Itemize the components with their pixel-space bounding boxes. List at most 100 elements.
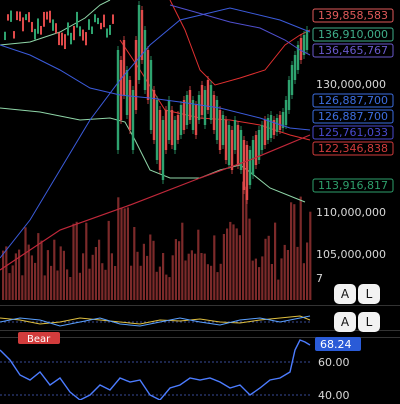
candle-body [248, 150, 252, 185]
candle-body [122, 40, 126, 95]
volume-bar [306, 242, 309, 300]
volume-bar [245, 186, 248, 300]
volume-bar [43, 275, 46, 300]
volume-bar [261, 256, 264, 300]
candle-body [164, 110, 168, 150]
candle-body [49, 10, 51, 23]
volume-bar [91, 254, 94, 300]
log-scale-button-pane2[interactable]: L [358, 284, 380, 304]
ma-mid-blue [0, 44, 311, 131]
auto-scale-button-pane3[interactable]: A [334, 312, 356, 332]
volume-bar [50, 265, 53, 300]
volume-bar [203, 253, 206, 300]
price-badge: 126,887,700 [312, 109, 394, 124]
price-badge-box [312, 109, 394, 124]
volume-bar [258, 267, 261, 300]
candle-body [125, 70, 129, 115]
price-badge: 122,346,838 [312, 141, 394, 156]
price-badge-box [312, 8, 394, 23]
candle-body [278, 115, 282, 130]
candle-body [296, 45, 300, 70]
rsi-badge: 68.24 [315, 337, 361, 351]
volume-bar [34, 262, 37, 300]
candle-body [293, 55, 297, 80]
volume-bar [190, 250, 193, 300]
candle-body [146, 50, 150, 100]
price-badge-value: 122,346,838 [318, 142, 388, 155]
volume-bar [254, 258, 257, 300]
candle-body [82, 29, 84, 41]
bear-tag-bg [18, 332, 60, 344]
candle-body [85, 32, 87, 46]
volume-bar [264, 238, 267, 300]
pane-divider [0, 330, 400, 331]
candle-body [73, 25, 75, 41]
price-badge-box [312, 93, 394, 108]
volume-bar [274, 222, 277, 300]
volume-bar [136, 251, 139, 300]
volume-bar [40, 240, 43, 300]
candle-body [137, 5, 141, 80]
volume-bar [56, 270, 59, 300]
volume-bar [2, 250, 5, 300]
volume-bar [18, 249, 21, 300]
candle-body [76, 11, 78, 28]
band-upper-right [169, 0, 311, 86]
candle-body [34, 28, 36, 40]
rsi-badge-value: 68.24 [320, 338, 352, 351]
rsi-line [0, 339, 311, 401]
candle-body [106, 28, 108, 38]
candle-body [260, 125, 264, 150]
auto-scale-button-pane2[interactable]: A [334, 284, 356, 304]
candle-body [116, 50, 120, 150]
volume-bar [194, 253, 197, 300]
candle-body [245, 145, 249, 200]
volume-bar [14, 253, 17, 300]
candle-body [52, 19, 54, 31]
candle-body [200, 85, 204, 115]
volume-bar [30, 255, 33, 300]
volume-bar [283, 244, 286, 300]
candle-body [13, 31, 15, 39]
bear-tag: Bear [18, 332, 60, 345]
volume-bar [210, 265, 213, 300]
volume-bar [267, 235, 270, 300]
volume-bar [133, 227, 136, 300]
price-badge-value: 125,761,033 [318, 126, 388, 139]
volume-bar [296, 246, 299, 300]
moving-averages [0, 4, 311, 271]
volume-bar [94, 247, 97, 300]
candle-body [28, 12, 30, 23]
volume-bar [299, 196, 302, 300]
volume-bar [126, 207, 129, 300]
price-badge-box [312, 43, 394, 58]
candle-body [143, 30, 147, 90]
volume-bar [5, 246, 8, 300]
candle-body [215, 100, 219, 140]
volume-bar [242, 181, 245, 300]
volume-bar [72, 223, 75, 300]
candle-body [109, 24, 111, 35]
pane-divider [0, 305, 400, 306]
rsi-badge-box [315, 337, 361, 351]
candle-body [67, 22, 69, 36]
volume-bar [142, 243, 145, 300]
candle-body [239, 130, 243, 170]
volume-bar [37, 233, 40, 300]
candle-body [19, 11, 21, 22]
volume-bar [69, 277, 72, 300]
candle-body [179, 105, 183, 135]
pane-divider [0, 337, 400, 338]
volume-bar [46, 250, 49, 300]
candle-body [209, 85, 213, 120]
volume-bar [277, 279, 280, 300]
price-badge-value: 139,858,583 [318, 9, 388, 22]
log-scale-button-pane3[interactable]: L [358, 312, 380, 332]
volume-bar [120, 207, 123, 300]
candle-body [155, 100, 159, 160]
volume-bar [232, 224, 235, 300]
candle-body [230, 130, 234, 170]
candle-body [22, 17, 24, 32]
